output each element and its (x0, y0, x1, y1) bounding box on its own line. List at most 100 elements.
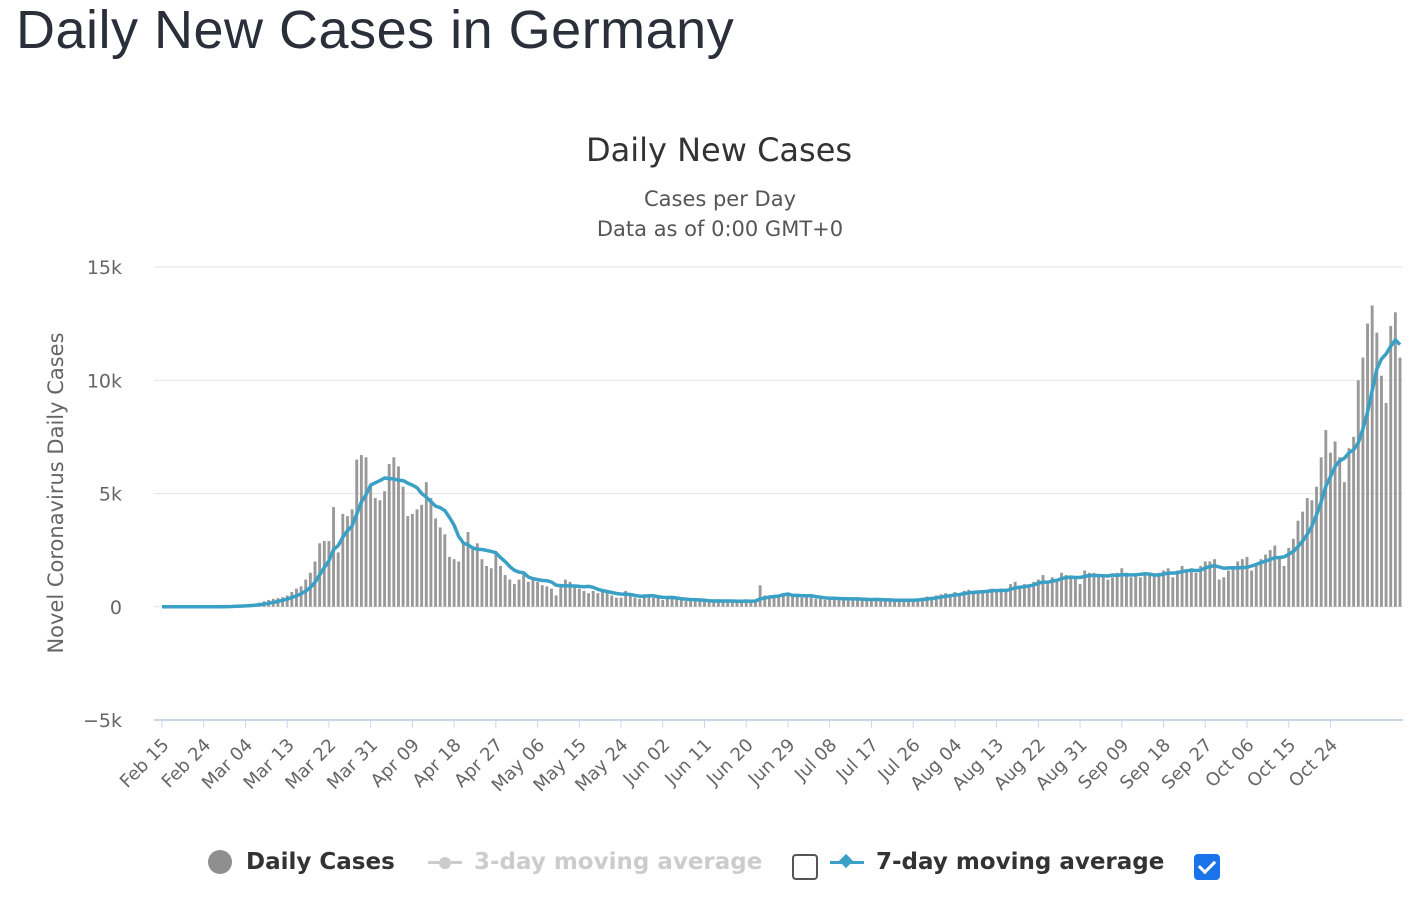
bar[interactable] (494, 552, 498, 607)
bar[interactable] (1078, 584, 1082, 607)
bar[interactable] (1060, 572, 1063, 607)
7day-average-checkbox[interactable] (1194, 854, 1220, 880)
bar[interactable] (1036, 579, 1040, 607)
bar[interactable] (907, 598, 910, 607)
bar[interactable] (744, 600, 748, 607)
bar[interactable] (1305, 498, 1309, 607)
bar[interactable] (461, 543, 465, 607)
bar[interactable] (1398, 357, 1402, 607)
bar[interactable] (730, 601, 734, 607)
bar[interactable] (828, 597, 832, 607)
bar[interactable] (448, 556, 451, 607)
bar[interactable] (1194, 572, 1198, 607)
bar[interactable] (443, 534, 447, 607)
bar[interactable] (489, 568, 493, 607)
bar[interactable] (1240, 559, 1244, 607)
bar[interactable] (536, 581, 540, 607)
bar[interactable] (865, 599, 869, 607)
bar[interactable] (809, 597, 813, 607)
bar[interactable] (1259, 559, 1263, 607)
bar[interactable] (1138, 577, 1142, 607)
bar[interactable] (1287, 547, 1291, 607)
bar[interactable] (883, 601, 887, 607)
bar[interactable] (1370, 305, 1374, 607)
bar[interactable] (995, 590, 999, 607)
bar[interactable] (424, 482, 428, 607)
bar[interactable] (471, 547, 475, 607)
bar[interactable] (1097, 575, 1101, 607)
bar[interactable] (1208, 561, 1212, 607)
bar[interactable] (1166, 568, 1170, 607)
bar[interactable] (1050, 577, 1054, 607)
bar[interactable] (1176, 570, 1179, 607)
bar[interactable] (740, 601, 744, 607)
bar[interactable] (1106, 579, 1110, 607)
bar[interactable] (610, 595, 614, 607)
bar[interactable] (832, 597, 836, 607)
bar[interactable] (1171, 577, 1175, 607)
bar[interactable] (985, 589, 989, 607)
bar[interactable] (856, 599, 859, 607)
bar[interactable] (1338, 457, 1342, 607)
bar[interactable] (791, 595, 795, 607)
bar[interactable] (554, 595, 558, 607)
bar[interactable] (1375, 332, 1379, 607)
bar[interactable] (531, 577, 535, 607)
bar[interactable] (508, 579, 512, 607)
bar[interactable] (1213, 559, 1216, 607)
bar[interactable] (670, 597, 674, 607)
bar[interactable] (1301, 511, 1305, 607)
bar[interactable] (540, 585, 544, 607)
bar[interactable] (846, 598, 850, 607)
bar[interactable] (675, 598, 679, 607)
bar[interactable] (874, 598, 878, 607)
bar[interactable] (457, 561, 461, 607)
bar[interactable] (577, 588, 581, 607)
bar[interactable] (373, 498, 377, 607)
bar[interactable] (1041, 575, 1045, 607)
bar[interactable] (698, 601, 702, 607)
bar[interactable] (767, 595, 771, 607)
bar[interactable] (916, 598, 920, 607)
bar[interactable] (781, 593, 785, 607)
bar[interactable] (1120, 568, 1124, 607)
bar[interactable] (1004, 590, 1008, 607)
legend-item-daily-cases[interactable]: Daily Cases (208, 842, 395, 882)
bar[interactable] (355, 459, 359, 607)
bar[interactable] (605, 593, 609, 607)
bar[interactable] (517, 579, 521, 607)
bar[interactable] (860, 598, 864, 607)
bar[interactable] (712, 602, 716, 607)
bar[interactable] (920, 597, 924, 607)
bar[interactable] (1064, 575, 1068, 607)
bar[interactable] (466, 532, 470, 607)
bar[interactable] (1352, 436, 1356, 607)
legend-item-7day-average[interactable]: 7-day moving average (830, 842, 1164, 882)
bar[interactable] (1129, 577, 1133, 607)
bar[interactable] (1278, 556, 1281, 607)
bar[interactable] (397, 466, 400, 607)
legend-item-3day-average[interactable]: 3-day moving average (428, 842, 762, 882)
bar[interactable] (869, 599, 873, 607)
bar[interactable] (480, 559, 484, 607)
bar[interactable] (438, 527, 442, 607)
bar[interactable] (805, 596, 808, 607)
bar[interactable] (1157, 572, 1161, 607)
bar[interactable] (934, 595, 938, 607)
bar[interactable] (1361, 357, 1365, 607)
bar[interactable] (591, 590, 595, 607)
bar[interactable] (1055, 579, 1059, 607)
bar[interactable] (911, 599, 915, 607)
bar[interactable] (851, 599, 855, 607)
bar[interactable] (346, 516, 349, 607)
bar[interactable] (573, 586, 577, 607)
bar[interactable] (777, 597, 781, 607)
bar[interactable] (383, 491, 386, 607)
bar[interactable] (707, 601, 711, 607)
bar[interactable] (962, 590, 966, 607)
bar[interactable] (285, 595, 289, 607)
bar[interactable] (1366, 323, 1369, 607)
bar[interactable] (638, 598, 642, 607)
bar[interactable] (512, 584, 516, 607)
bar[interactable] (1087, 572, 1091, 607)
